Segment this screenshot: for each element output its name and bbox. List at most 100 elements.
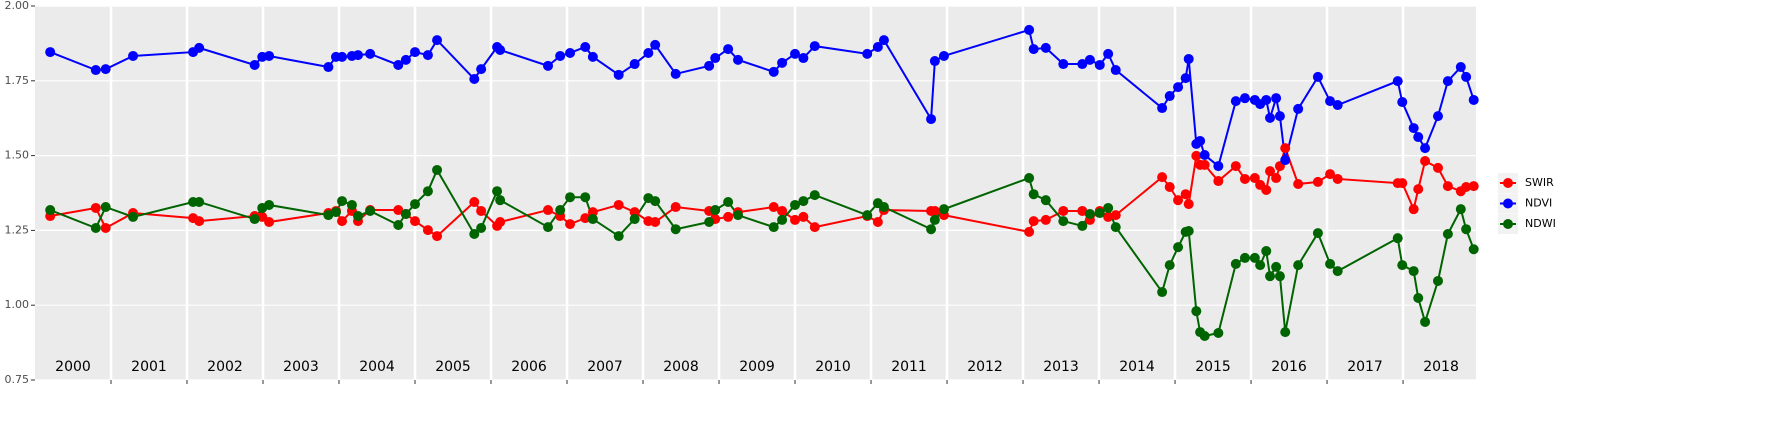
point	[1274, 271, 1285, 282]
point	[1058, 59, 1069, 70]
point	[400, 208, 411, 219]
point	[476, 205, 487, 216]
point	[1077, 59, 1088, 70]
point	[257, 211, 268, 222]
point	[249, 59, 260, 70]
point	[1173, 242, 1184, 253]
point	[90, 223, 101, 234]
point	[1413, 293, 1424, 304]
point	[45, 47, 56, 58]
point	[492, 186, 503, 197]
point	[1077, 220, 1088, 231]
point	[1432, 275, 1443, 286]
point	[1325, 169, 1336, 180]
point	[1325, 96, 1336, 107]
point	[878, 202, 889, 213]
point	[1028, 189, 1039, 200]
year-label: 2003	[283, 359, 319, 375]
point	[1312, 176, 1323, 187]
point	[393, 205, 404, 216]
point	[565, 192, 576, 203]
point	[1103, 48, 1114, 59]
point	[1199, 331, 1210, 342]
point	[555, 50, 566, 61]
point	[90, 65, 101, 76]
point	[629, 214, 640, 225]
point	[365, 48, 376, 59]
point	[1271, 173, 1282, 184]
point	[643, 47, 654, 58]
point	[1249, 252, 1260, 263]
y-tick-label: 1.75	[5, 74, 30, 87]
point	[1271, 261, 1282, 272]
point	[926, 224, 937, 235]
point	[1420, 143, 1431, 154]
point	[798, 211, 809, 222]
point	[587, 51, 598, 62]
point	[1084, 54, 1095, 65]
point	[1280, 327, 1291, 338]
point	[723, 196, 734, 207]
point	[1261, 246, 1272, 257]
point	[809, 222, 820, 233]
point	[565, 219, 576, 230]
point	[1432, 111, 1443, 122]
point	[1195, 135, 1206, 146]
panel	[35, 6, 1476, 380]
point	[587, 214, 598, 225]
point	[1213, 328, 1224, 339]
point	[872, 217, 883, 228]
point	[128, 211, 139, 222]
point	[194, 42, 205, 53]
point	[768, 202, 779, 213]
year-label: 2012	[967, 359, 1003, 375]
point	[1408, 204, 1419, 215]
point	[650, 196, 661, 207]
year-label: 2016	[1271, 359, 1307, 375]
point	[422, 186, 433, 197]
point	[1230, 161, 1241, 172]
point	[543, 205, 554, 216]
point	[353, 211, 364, 222]
point	[1397, 97, 1408, 108]
point	[249, 214, 260, 225]
point	[1199, 159, 1210, 170]
point	[613, 69, 624, 80]
point	[1157, 287, 1168, 298]
point	[650, 39, 661, 50]
point	[1239, 252, 1250, 263]
year-label: 2008	[663, 359, 699, 375]
point	[1468, 181, 1479, 192]
point	[1392, 76, 1403, 87]
point	[1468, 244, 1479, 255]
point	[580, 213, 591, 224]
point	[1040, 42, 1051, 53]
point	[194, 196, 205, 207]
point	[1199, 150, 1210, 161]
point	[723, 211, 734, 222]
point	[1455, 62, 1466, 73]
y-tick-label: 1.50	[5, 149, 30, 162]
point	[587, 207, 598, 218]
point	[1408, 266, 1419, 277]
legend-label: NDWI	[1525, 217, 1556, 230]
point	[790, 214, 801, 225]
point	[476, 64, 487, 75]
point	[346, 199, 357, 210]
point	[704, 60, 715, 71]
point	[1058, 205, 1069, 216]
point	[1180, 73, 1191, 84]
point	[1255, 260, 1266, 271]
point	[1191, 150, 1202, 161]
point	[1265, 112, 1276, 123]
point	[432, 231, 443, 242]
point	[1040, 195, 1051, 206]
y-tick-label: 0.75	[5, 373, 30, 386]
point	[1461, 224, 1472, 235]
point	[1094, 59, 1105, 70]
point	[1325, 258, 1336, 269]
year-label: 2004	[359, 359, 395, 375]
point	[432, 35, 443, 46]
point	[613, 231, 624, 242]
